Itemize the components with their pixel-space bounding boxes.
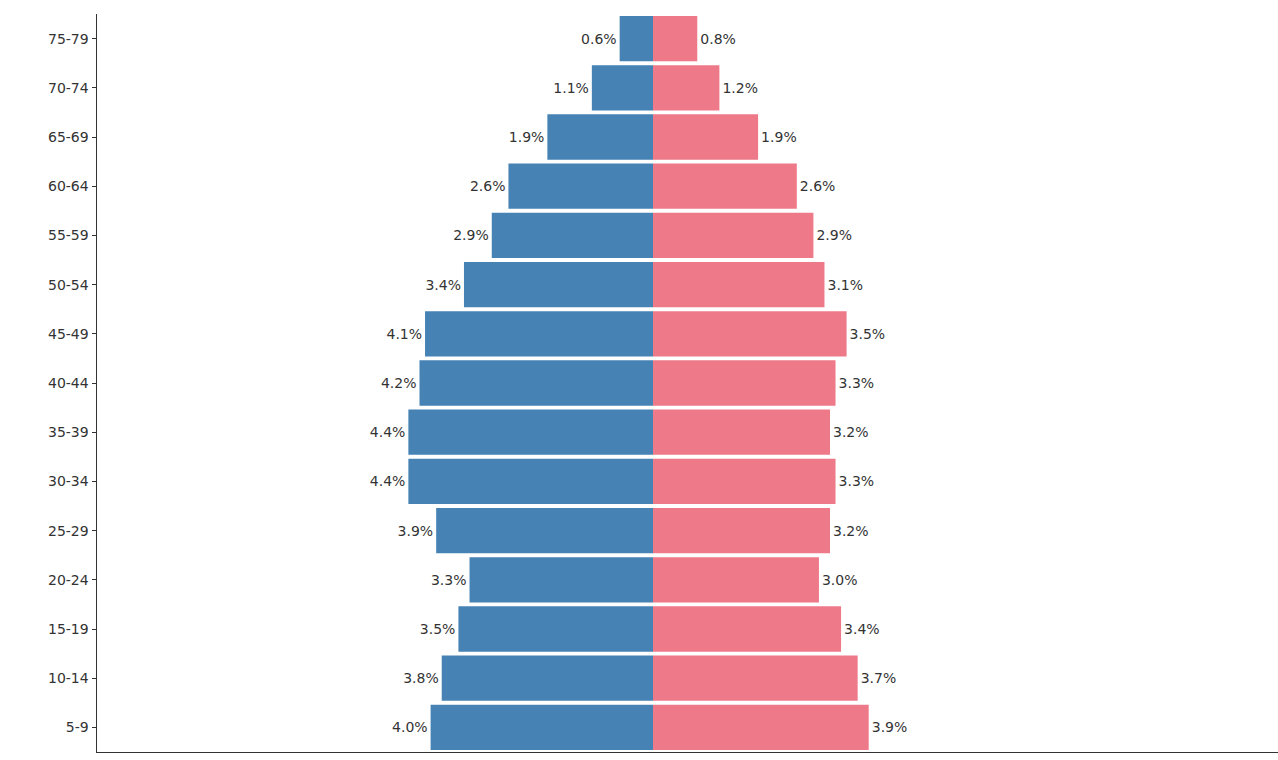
svg-text:2.6%: 2.6% bbox=[800, 178, 836, 194]
svg-text:0.6%: 0.6% bbox=[581, 31, 617, 47]
svg-text:4.0%: 4.0% bbox=[392, 719, 428, 735]
svg-text:3.5%: 3.5% bbox=[850, 326, 886, 342]
svg-text:1.9%: 1.9% bbox=[761, 129, 797, 145]
svg-text:3.4%: 3.4% bbox=[425, 277, 461, 293]
svg-text:4.4%: 4.4% bbox=[370, 424, 406, 440]
svg-text:60-64: 60-64 bbox=[48, 178, 89, 194]
svg-text:2.6%: 2.6% bbox=[470, 178, 506, 194]
svg-text:3.0%: 3.0% bbox=[822, 572, 858, 588]
svg-text:75-79: 75-79 bbox=[48, 30, 89, 46]
svg-text:65-69: 65-69 bbox=[48, 129, 89, 145]
svg-text:20-24: 20-24 bbox=[48, 572, 89, 588]
svg-text:3.7%: 3.7% bbox=[861, 670, 897, 686]
svg-text:3.9%: 3.9% bbox=[872, 719, 908, 735]
svg-text:30-34: 30-34 bbox=[48, 473, 89, 489]
svg-text:40-44: 40-44 bbox=[48, 375, 89, 391]
svg-text:2.9%: 2.9% bbox=[816, 227, 852, 243]
svg-text:3.3%: 3.3% bbox=[839, 473, 875, 489]
svg-text:10-14: 10-14 bbox=[48, 670, 89, 686]
svg-text:3.8%: 3.8% bbox=[403, 670, 439, 686]
svg-text:4.4%: 4.4% bbox=[370, 473, 406, 489]
svg-text:1.1%: 1.1% bbox=[553, 80, 589, 96]
svg-text:45-49: 45-49 bbox=[48, 326, 89, 342]
svg-text:70-74: 70-74 bbox=[48, 80, 89, 96]
svg-text:3.4%: 3.4% bbox=[844, 621, 880, 637]
svg-text:3.3%: 3.3% bbox=[431, 572, 467, 588]
svg-text:15-19: 15-19 bbox=[48, 621, 89, 637]
svg-text:1.2%: 1.2% bbox=[722, 80, 758, 96]
svg-text:3.9%: 3.9% bbox=[398, 523, 434, 539]
svg-text:3.3%: 3.3% bbox=[839, 375, 875, 391]
svg-text:50-54: 50-54 bbox=[48, 277, 89, 293]
svg-text:3.2%: 3.2% bbox=[833, 523, 869, 539]
svg-text:3.2%: 3.2% bbox=[833, 424, 869, 440]
svg-text:55-59: 55-59 bbox=[48, 227, 89, 243]
svg-text:2.9%: 2.9% bbox=[453, 227, 489, 243]
svg-text:5-9: 5-9 bbox=[66, 719, 89, 735]
svg-text:1.9%: 1.9% bbox=[509, 129, 545, 145]
svg-text:3.5%: 3.5% bbox=[420, 621, 456, 637]
svg-text:25-29: 25-29 bbox=[48, 523, 89, 539]
svg-text:4.1%: 4.1% bbox=[386, 326, 422, 342]
svg-text:4.2%: 4.2% bbox=[381, 375, 417, 391]
svg-text:3.1%: 3.1% bbox=[827, 277, 863, 293]
svg-text:35-39: 35-39 bbox=[48, 424, 89, 440]
svg-text:0.8%: 0.8% bbox=[700, 31, 736, 47]
